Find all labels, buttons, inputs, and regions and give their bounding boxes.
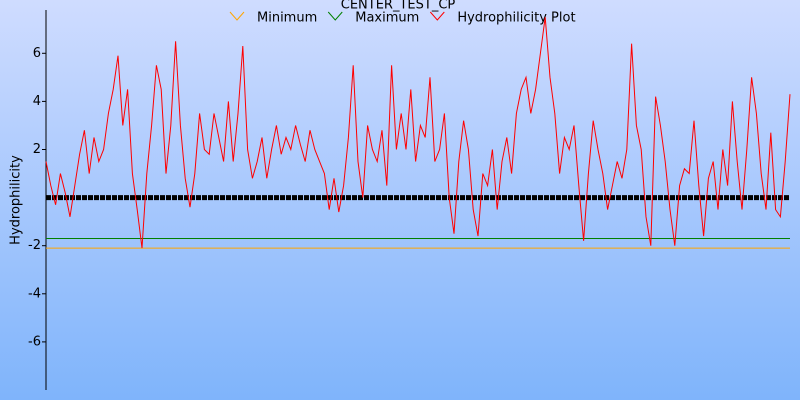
- y-tick-label: 2: [33, 142, 41, 157]
- y-tick-label: -6: [28, 334, 41, 349]
- y-tick-label: 4: [33, 94, 41, 109]
- y-axis-label: Hydrophilicity: [9, 155, 24, 245]
- y-tick-label: -2: [28, 238, 41, 253]
- y-tick-label: 6: [33, 46, 41, 61]
- legend-swatch: [327, 11, 343, 21]
- chart-title: CENTER_TEST_CP: [341, 0, 456, 13]
- legend-swatch: [429, 11, 445, 21]
- legend-label: Maximum: [355, 11, 419, 26]
- data-line: [45, 17, 791, 249]
- legend-label: Hydrophilicity Plot: [457, 11, 575, 26]
- legend: Minimum Maximum Hydrophilicity Plot: [229, 11, 576, 26]
- legend-label: Minimum: [257, 11, 317, 26]
- y-tick-label: -4: [28, 286, 41, 301]
- legend-swatch: [229, 11, 245, 21]
